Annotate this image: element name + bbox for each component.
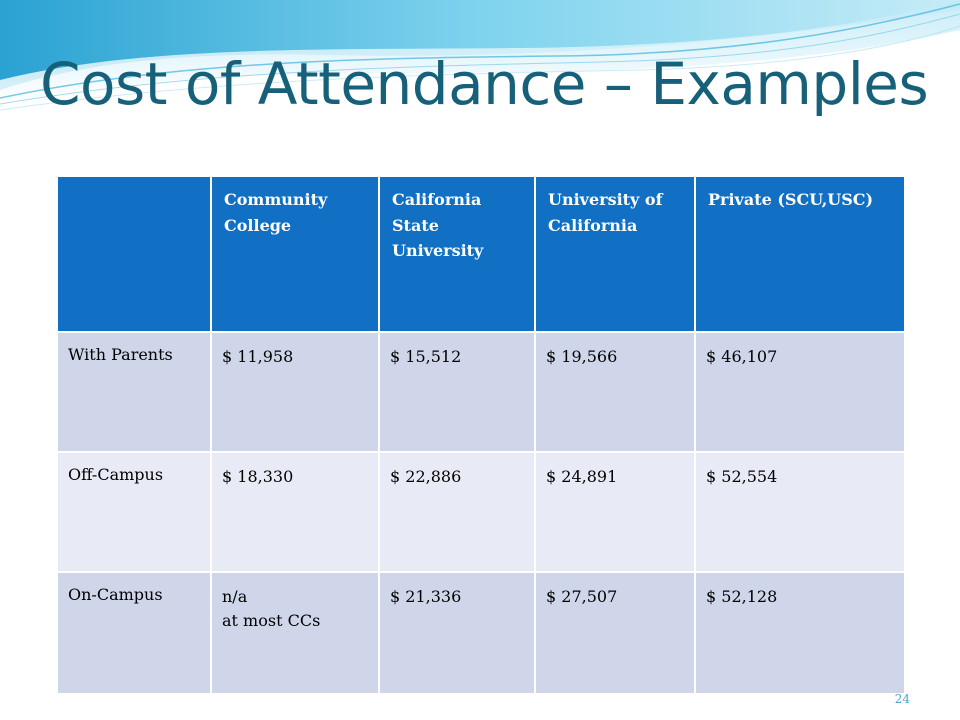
header-private: Private (SCU,USC) [694,175,906,333]
cell-value: $ 46,107 [694,331,906,453]
row-label-with-parents: With Parents [56,331,212,453]
cell-value: $ 52,554 [694,451,906,573]
table-header-row: Community College California State Unive… [56,175,906,333]
table-row: Off-Campus $ 18,330 $ 22,886 $ 24,891 $ … [56,451,906,573]
cell-value: n/a [222,587,248,606]
cell-value: $ 21,336 [378,571,536,695]
cell-value: $ 27,507 [534,571,696,695]
cell-value: $ 19,566 [534,331,696,453]
row-label-off-campus: Off-Campus [56,451,212,573]
cell-value: $ 18,330 [210,451,380,573]
cell-value: $ 52,128 [694,571,906,695]
header-community-college: Community College [210,175,380,333]
cell-value: $ 15,512 [378,331,536,453]
table-row: On-Campus n/a at most CCs $ 21,336 $ 27,… [56,571,906,695]
header-empty-cell [56,175,212,333]
header-university-of-california: University of California [534,175,696,333]
decorative-wave-banner [0,0,960,111]
cell-value: $ 11,958 [210,331,380,453]
page-number: 24 [894,692,910,706]
header-california-state-university: California State University [378,175,536,333]
row-label-on-campus: On-Campus [56,571,212,695]
cell-value: $ 24,891 [534,451,696,573]
cell-note: at most CCs [222,611,321,630]
slide-title: Cost of Attendance – Examples [40,50,929,118]
cell-value-with-note: n/a at most CCs [210,571,380,695]
cost-table: Community College California State Unive… [56,175,906,695]
table-row: With Parents $ 11,958 $ 15,512 $ 19,566 … [56,331,906,453]
cell-value: $ 22,886 [378,451,536,573]
